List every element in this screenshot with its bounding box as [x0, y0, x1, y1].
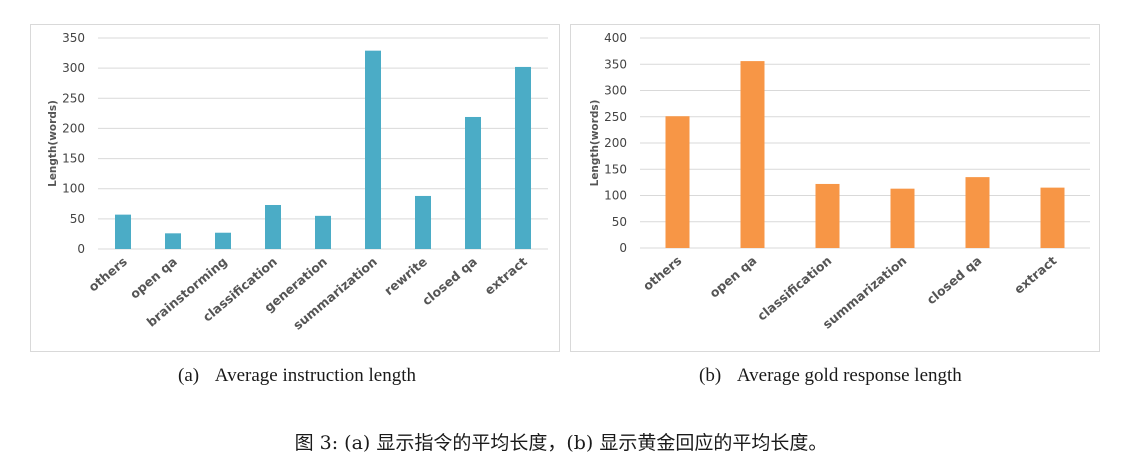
bar-open-qa	[165, 233, 181, 249]
bar-summarization	[890, 188, 915, 248]
bar-extract	[1040, 187, 1065, 248]
x-category-label: others	[85, 254, 130, 295]
y-tick-label: 250	[62, 91, 85, 105]
bar-classification	[815, 183, 840, 248]
bar-open-qa	[740, 61, 765, 248]
chart-panel-b: 0 50 100 150 200 250 300 350 400 Length(words) oth…	[570, 24, 1100, 352]
x-category-label: extract	[1011, 253, 1059, 297]
bar-rewrite	[415, 195, 431, 249]
y-tick-label: 50	[612, 215, 627, 229]
bar-chart-instruction-length: 0 50 100 150 200 250 300 350 Length(words) others…	[47, 31, 548, 333]
x-category-label: extract	[482, 254, 530, 298]
y-tick-label: 250	[604, 110, 627, 124]
bar-closed-qa	[965, 177, 990, 248]
x-category-label: closed qa	[419, 254, 480, 308]
x-category-label: others	[640, 253, 685, 294]
x-category-label: classification	[754, 253, 834, 324]
y-tick-label: 150	[62, 152, 85, 166]
bar-classification	[265, 204, 281, 249]
x-category-label: open qa	[706, 253, 759, 301]
figure-caption: 图 3: (a) 显示指令的平均长度，(b) 显示黄金回应的平均长度。	[294, 432, 828, 454]
x-category-label: rewrite	[381, 254, 430, 298]
chart-panel-a: 0 50 100 150 200 250 300 350 Length(words) others…	[30, 24, 560, 352]
subcaption-b: (b) Average gold response length	[699, 365, 962, 387]
y-tick-label: 200	[62, 121, 85, 135]
bar-brainstorming	[215, 232, 231, 249]
y-axis-label: Length(words)	[589, 100, 601, 187]
y-tick-label: 100	[62, 182, 85, 196]
y-tick-label: 350	[62, 31, 85, 45]
bar-summarization	[365, 50, 381, 249]
y-axis-label: Length(words)	[47, 100, 59, 187]
x-category-label: summarization	[290, 254, 380, 333]
subcaption-b-label: (b)	[699, 365, 722, 386]
y-tick-label: 100	[604, 189, 627, 203]
y-tick-label: 350	[604, 57, 627, 71]
bar-others	[115, 214, 131, 249]
subcaption-a-label: (a)	[178, 365, 200, 386]
bar-chart-gold-response-length: 0 50 100 150 200 250 300 350 400 Length(words) oth…	[589, 31, 1090, 332]
bar-others	[665, 116, 690, 248]
subcaption-a-text: Average instruction length	[214, 365, 416, 386]
y-tick-label: 300	[604, 84, 627, 98]
y-tick-label: 0	[619, 241, 627, 255]
subcaption-a: (a) Average instruction length	[178, 365, 416, 387]
y-tick-label: 400	[604, 31, 627, 45]
y-tick-label: 0	[77, 242, 85, 256]
y-tick-label: 200	[604, 136, 627, 150]
x-category-label: closed qa	[924, 253, 985, 307]
bar-generation	[315, 215, 331, 249]
subcaption-b-text: Average gold response length	[736, 365, 962, 386]
y-tick-label: 150	[604, 162, 627, 176]
y-tick-label: 300	[62, 61, 85, 75]
bar-extract	[515, 66, 531, 250]
y-tick-label: 50	[70, 212, 85, 226]
bar-closed-qa	[465, 116, 481, 249]
